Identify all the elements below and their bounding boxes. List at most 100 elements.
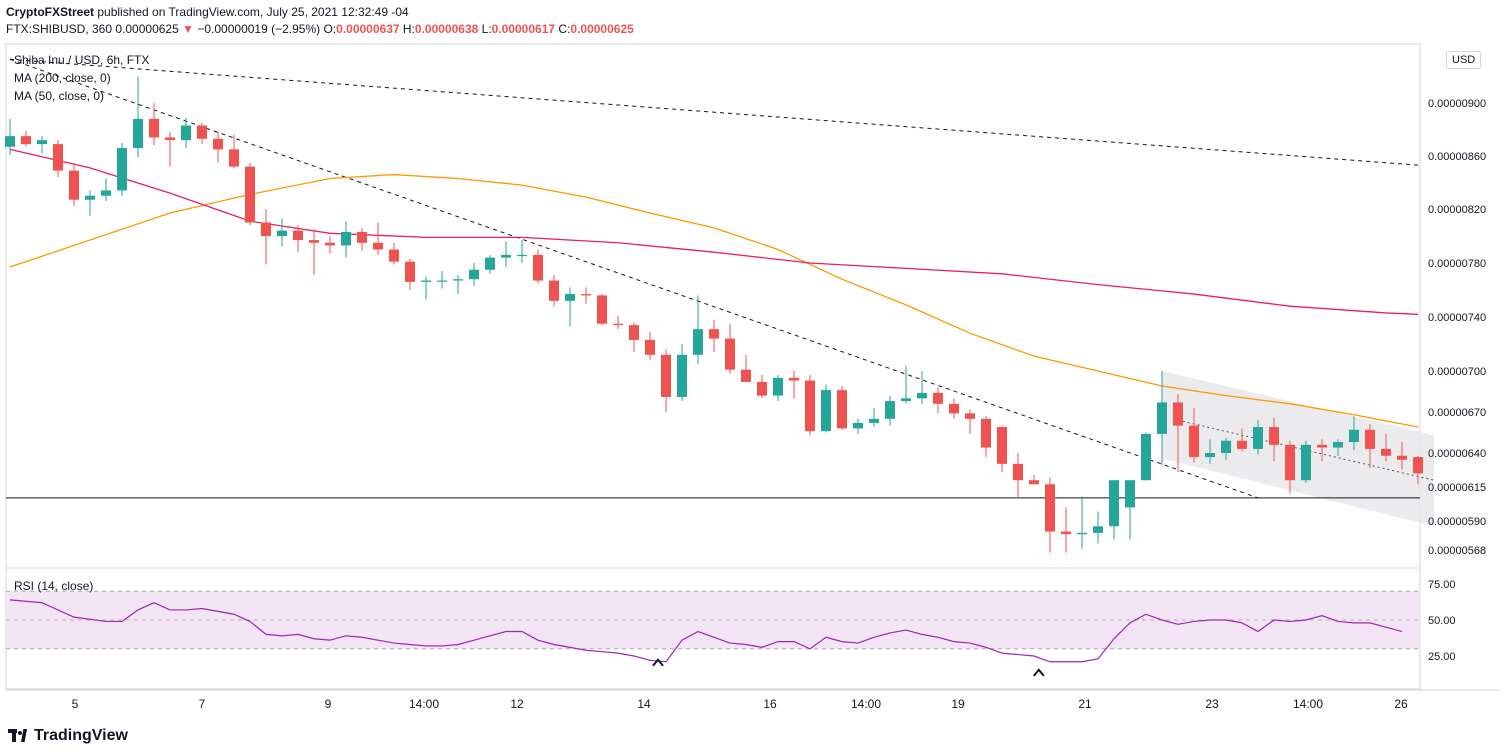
rsi-legend[interactable]: RSI (14, close) [14,579,94,593]
candle [1413,455,1423,485]
tradingview-wordmark: TradingView [34,727,128,744]
currency-badge[interactable]: USD [1446,51,1482,69]
candle [661,349,671,412]
symbol-label: FTX:SHIBUSD, 360 [6,22,113,36]
candle-body [949,403,959,414]
candle [1349,416,1359,451]
tradingview-logo[interactable]: TradingView [8,727,128,745]
candle [1269,417,1279,462]
time-tick-label: 16 [763,697,777,711]
candle [965,409,975,434]
candle [1285,440,1295,494]
ma200-legend[interactable]: MA (200, close, 0) [14,71,111,85]
candle-body [1397,455,1407,460]
candle [869,407,879,428]
candle [1317,439,1327,462]
candle-body [389,249,399,262]
candle-body [1109,480,1119,527]
candle [1365,424,1375,468]
candle [773,375,783,402]
candle [469,263,479,286]
candle-body [565,294,575,301]
candle-body [469,269,479,280]
candle [741,354,751,382]
candle [693,295,703,365]
ma50-legend[interactable]: MA (50, close, 0) [14,89,105,103]
candle [1125,480,1135,540]
candle-body [501,254,511,258]
candle [933,387,943,414]
candle-body [981,418,991,448]
price-tick-label: 0.00000700 [1428,366,1486,378]
candle-body [1077,532,1087,535]
tradingview-logo-icon [8,729,28,743]
candle-body [1189,425,1199,458]
time-tick-label: 9 [325,697,332,711]
candle-body [37,140,47,145]
candle [485,254,495,274]
candle-body [1221,440,1231,453]
open-value: 0.00000637 [336,22,400,36]
candle-body [149,118,159,138]
candle [805,375,815,436]
candle-body [757,381,767,396]
price-tick-label: 0.00000820 [1428,204,1486,216]
candle-body [741,369,751,382]
time-tick-label: 21 [1078,697,1092,711]
candle [677,344,687,402]
candle [1333,439,1343,456]
candle [357,227,367,251]
candle [101,178,111,202]
candle-body [709,329,719,339]
candle [533,249,543,284]
time-tick-label: 14:00 [851,697,881,711]
candle-body [21,136,31,145]
candle-body [1253,427,1263,449]
candle-body [677,354,687,397]
candle-body [853,422,863,429]
candle-body [629,325,639,340]
candle-body [197,125,207,139]
candle [997,425,1007,473]
candle [1173,394,1183,473]
candle-body [293,230,303,241]
candle-body [533,254,543,281]
chart-title: Shiba Inu / USD, 6h, FTX [14,53,150,67]
candle [949,398,959,419]
candle-body [1349,429,1359,443]
price-tick-label: 0.00000780 [1428,258,1486,270]
candle [837,386,847,430]
last-price: 0.00000625 [115,22,179,36]
candle-body [277,230,287,236]
candle-body [1205,453,1215,458]
candle-body [901,398,911,402]
rsi-caret-marker [1033,668,1045,677]
time-tick-label: 7 [199,697,206,711]
candle-body [965,413,975,419]
candle-body [245,166,255,223]
candle-body [1045,484,1055,532]
down-arrow-icon: ▼ [182,22,195,36]
candle [1381,433,1391,462]
candle-body [341,231,351,246]
candle-body [485,257,495,270]
candle-body [725,338,735,370]
candle-body [69,170,79,200]
candle [1397,442,1407,470]
candle-body [1237,440,1247,449]
candle-body [133,118,143,149]
open-label: O: [323,22,337,36]
candle [981,416,991,458]
candle [1237,428,1247,452]
time-tick-label: 14:00 [1293,697,1323,711]
candle-body [1093,526,1103,533]
candle [501,241,511,268]
candle [1141,432,1151,481]
publish-info: CryptoFXStreet published on TradingView.… [6,5,409,19]
candle [1189,407,1199,463]
high-value: 0.00000638 [414,22,479,36]
candle [1045,477,1055,553]
candle-body [773,377,783,396]
candle-body [597,295,607,324]
